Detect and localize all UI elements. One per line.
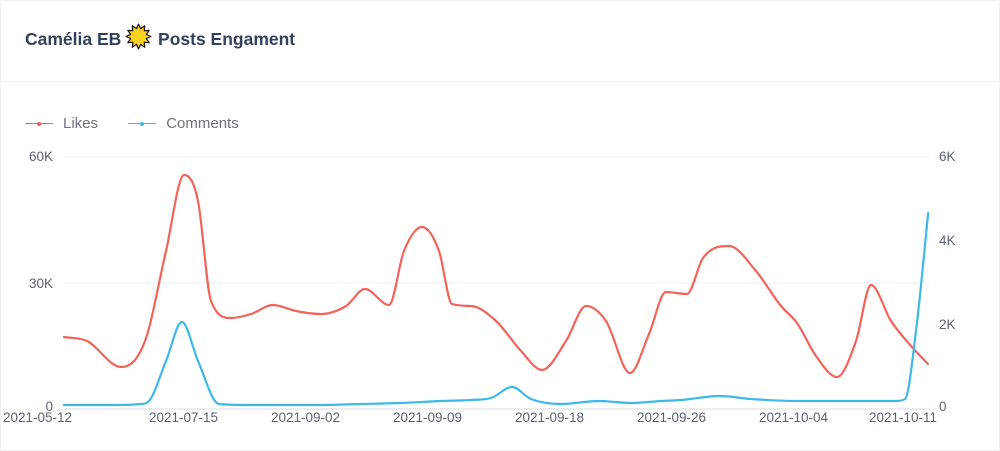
svg-text:2K: 2K (939, 317, 956, 332)
svg-text:0: 0 (939, 399, 947, 414)
svg-text:4K: 4K (939, 233, 956, 248)
svg-text:2021-09-09: 2021-09-09 (393, 410, 462, 425)
svg-text:2021-10-04: 2021-10-04 (759, 410, 829, 425)
svg-text:2021-09-26: 2021-09-26 (637, 410, 706, 425)
svg-text:2021-07-15: 2021-07-15 (149, 410, 218, 425)
svg-text:2021-09-18: 2021-09-18 (515, 410, 584, 425)
svg-text:6K: 6K (939, 149, 956, 164)
svg-text:60K: 60K (29, 149, 53, 164)
svg-text:30K: 30K (29, 276, 53, 291)
svg-text:2021-05-12: 2021-05-12 (3, 410, 72, 425)
svg-text:2021-10-11: 2021-10-11 (869, 410, 937, 425)
svg-text:2021-09-02: 2021-09-02 (271, 410, 340, 425)
